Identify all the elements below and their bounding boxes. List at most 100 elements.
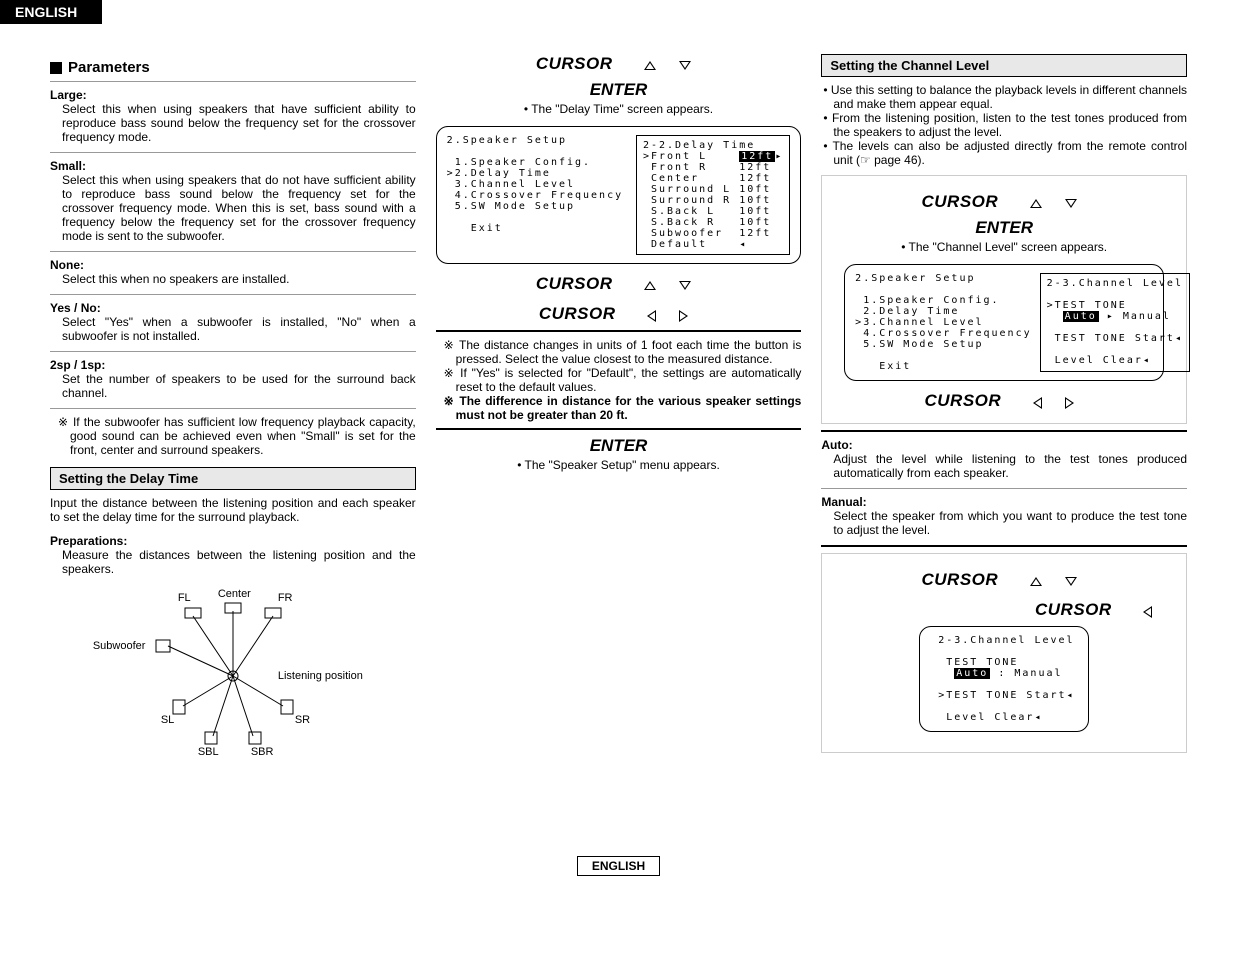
section-delay-time: Setting the Delay Time — [50, 467, 416, 490]
bullet: Use this setting to balance the playback… — [821, 83, 1187, 111]
param-2sp1sp: 2sp / 1sp: Set the number of speakers to… — [50, 358, 416, 400]
section-channel-level: Setting the Channel Level — [821, 54, 1187, 77]
triangle-right-icon — [1065, 397, 1074, 409]
column-3: Setting the Channel Level Use this setti… — [821, 44, 1187, 766]
column-1: Parameters Large: Select this when using… — [50, 44, 416, 766]
cursor-label: CURSOR — [536, 54, 613, 74]
page: Parameters Large: Select this when using… — [0, 24, 1237, 786]
triangle-down-icon — [1065, 577, 1077, 586]
cursor-left: CURSOR — [826, 600, 1182, 620]
speaker-setup-appears: • The "Speaker Setup" menu appears. — [436, 458, 802, 472]
channel-bullets: Use this setting to balance the playback… — [821, 83, 1187, 167]
cursor-label: CURSOR — [925, 391, 1002, 411]
note-default: If "Yes" is selected for "Default", the … — [436, 366, 802, 394]
cursor-up-down: CURSOR — [826, 192, 1182, 212]
channel-panel-2: CURSOR CURSOR 2-3.Channel Level TEST TON… — [821, 553, 1187, 753]
manual-desc: Select the speaker from which you want t… — [821, 509, 1187, 537]
lbl-fr: FR — [278, 592, 293, 604]
divider — [821, 488, 1187, 489]
lbl-center: Center — [218, 588, 251, 600]
screen-channel-level: 2.Speaker Setup 1.Speaker Config. 2.Dela… — [844, 264, 1164, 381]
lbl-fl: FL — [178, 592, 191, 604]
note-distance: The distance changes in units of 1 foot … — [436, 338, 802, 366]
cursor-label: CURSOR — [922, 192, 999, 212]
cursor-up-down: CURSOR — [826, 570, 1182, 590]
bullet: From the listening position, listen to t… — [821, 111, 1187, 139]
square-icon — [50, 62, 62, 74]
lbl-listen: Listening position — [278, 670, 363, 682]
manual-title: Manual: — [821, 495, 1187, 509]
cursor-label: CURSOR — [539, 304, 616, 324]
param-small: Small: Select this when using speakers t… — [50, 159, 416, 243]
param-none: None: Select this when no speakers are i… — [50, 258, 416, 286]
cursor-left-right: CURSOR — [436, 304, 802, 324]
divider — [50, 408, 416, 409]
triangle-left-icon — [1143, 606, 1152, 618]
note-bold: The difference in distance for the vario… — [436, 394, 802, 422]
footer: ENGLISH — [0, 856, 1237, 876]
param-title: Yes / No: — [50, 301, 416, 315]
triangle-down-icon — [679, 61, 691, 70]
param-desc: Select this when using speakers that hav… — [50, 102, 416, 144]
cursor-up-down: CURSOR — [436, 274, 802, 294]
screen-channel-level-2: 2-3.Channel Level TEST TONE Auto : Manua… — [919, 626, 1089, 732]
cursor-label: CURSOR — [1035, 600, 1112, 620]
divider — [436, 330, 802, 332]
enter-label: ENTER — [436, 436, 802, 456]
prep-title: Preparations: — [50, 534, 416, 548]
triangle-left-icon — [1033, 397, 1042, 409]
prep-desc: Measure the distances between the listen… — [50, 548, 416, 576]
divider — [50, 294, 416, 295]
channel-panel: CURSOR ENTER • The "Channel Level" scree… — [821, 175, 1187, 424]
screen-delay-time: 2.Speaker Setup 1.Speaker Config. >2.Del… — [436, 126, 802, 264]
lbl-sl: SL — [161, 714, 174, 726]
auto-block: Auto: Adjust the level while listening t… — [821, 438, 1187, 480]
param-title: None: — [50, 258, 416, 272]
cursor-left-right: CURSOR — [826, 391, 1182, 411]
param-title: 2sp / 1sp: — [50, 358, 416, 372]
divider — [50, 81, 416, 82]
enter-label: ENTER — [436, 80, 802, 100]
triangle-down-icon — [679, 281, 691, 290]
divider — [821, 545, 1187, 547]
param-title: Large: — [50, 88, 416, 102]
param-large: Large: Select this when using speakers t… — [50, 88, 416, 144]
divider — [50, 152, 416, 153]
lbl-sbr: SBR — [251, 746, 274, 758]
screen-left: 2.Speaker Setup 1.Speaker Config. 2.Dela… — [855, 273, 1031, 372]
enter-label: ENTER — [826, 218, 1182, 238]
triangle-right-icon — [679, 310, 688, 322]
divider — [50, 251, 416, 252]
triangle-up-icon — [1030, 199, 1042, 208]
auto-desc: Adjust the level while listening to the … — [821, 452, 1187, 480]
triangle-up-icon — [1030, 577, 1042, 586]
lbl-sub: Subwoofer — [93, 640, 146, 652]
screen-right: 2-3.Channel Level >TEST TONE Auto ▸ Manu… — [1040, 273, 1190, 372]
triangle-up-icon — [644, 61, 656, 70]
screen-left: 2.Speaker Setup 1.Speaker Config. >2.Del… — [447, 135, 628, 255]
preparations: Preparations: Measure the distances betw… — [50, 534, 416, 576]
param-yesno: Yes / No: Select "Yes" when a subwoofer … — [50, 301, 416, 343]
divider — [821, 430, 1187, 432]
chlevel-appears: • The "Channel Level" screen appears. — [826, 240, 1182, 254]
triangle-up-icon — [644, 281, 656, 290]
cursor-label: CURSOR — [536, 274, 613, 294]
speaker-layout-diagram: FL Center FR Subwoofer Listening positio… — [83, 586, 383, 766]
triangle-left-icon — [647, 310, 656, 322]
delay-intro: Input the distance between the listening… — [50, 496, 416, 524]
param-desc: Set the number of speakers to be used fo… — [50, 372, 416, 400]
param-note: If the subwoofer has sufficient low freq… — [50, 415, 416, 457]
auto-title: Auto: — [821, 438, 1187, 452]
bullet: The levels can also be adjusted directly… — [821, 139, 1187, 167]
divider — [50, 351, 416, 352]
triangle-down-icon — [1065, 199, 1077, 208]
lbl-sbl: SBL — [198, 746, 219, 758]
param-title: Small: — [50, 159, 416, 173]
column-2: CURSOR ENTER • The "Delay Time" screen a… — [436, 44, 802, 766]
screen-right: 2-2.Delay Time >Front L 12ft▸ Front R 12… — [636, 135, 790, 255]
param-desc: Select "Yes" when a subwoofer is install… — [50, 315, 416, 343]
language-tag: ENGLISH — [0, 0, 102, 24]
delay-appears: • The "Delay Time" screen appears. — [436, 102, 802, 116]
cursor-label: CURSOR — [922, 570, 999, 590]
cursor-up-down: CURSOR — [436, 54, 802, 74]
